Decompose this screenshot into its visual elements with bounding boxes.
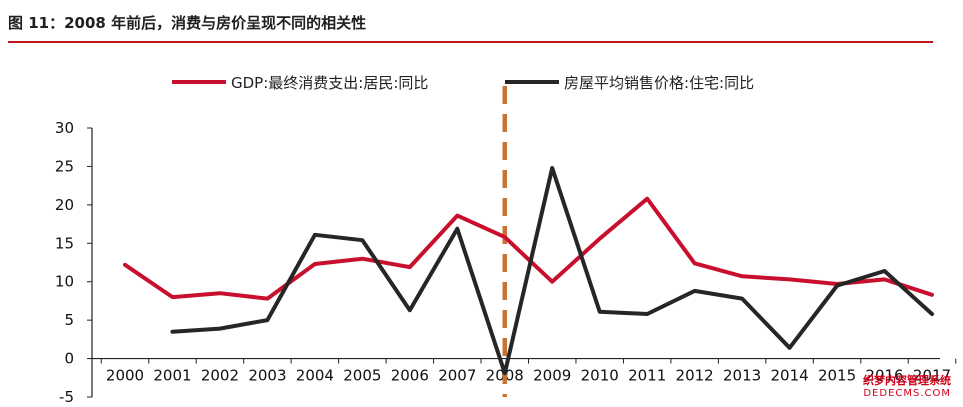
x-tick-label: 2003 bbox=[248, 367, 286, 385]
x-tick-label: 2015 bbox=[818, 367, 856, 385]
x-tick-label: 2013 bbox=[723, 367, 761, 385]
x-axis-ticks: 2000200120022003200420052006200720082009… bbox=[100, 358, 957, 385]
y-tick-label: 25 bbox=[55, 157, 74, 175]
series-lines bbox=[123, 166, 934, 376]
legend-consumption-label: GDP:最终消费支出:居民:同比 bbox=[231, 74, 428, 92]
figure-title: 图 11：2008 年前后，消费与房价呈现不同的相关性 bbox=[8, 14, 367, 32]
axes bbox=[91, 128, 940, 397]
title-rule bbox=[8, 41, 933, 43]
series-consumption bbox=[123, 196, 934, 301]
watermark-text: 织梦内容管理系统 bbox=[863, 374, 951, 387]
x-tick-label: 2017 bbox=[913, 367, 951, 385]
x-tick-label: 2007 bbox=[438, 367, 476, 385]
y-tick-label: 30 bbox=[55, 119, 74, 137]
y-tick-label: 15 bbox=[55, 234, 74, 252]
x-tick-label: 2012 bbox=[676, 367, 714, 385]
y-tick-label: 0 bbox=[64, 350, 74, 368]
x-tick-label: 2000 bbox=[106, 367, 144, 385]
x-tick-label: 2001 bbox=[153, 367, 191, 385]
x-tick-label: 2011 bbox=[628, 367, 666, 385]
x-tick-label: 2009 bbox=[533, 367, 571, 385]
x-tick-label: 2004 bbox=[296, 367, 334, 385]
x-tick-label: 2016 bbox=[865, 367, 903, 385]
y-tick-label: 20 bbox=[55, 196, 74, 214]
x-tick-label: 2014 bbox=[770, 367, 808, 385]
watermark-url: DEDECMS.COM bbox=[863, 388, 951, 399]
x-tick-label: 2005 bbox=[343, 367, 381, 385]
y-tick-label: 5 bbox=[64, 311, 74, 329]
legend-housing-label: 房屋平均销售价格:住宅:同比 bbox=[564, 74, 754, 92]
y-tick-label: -5 bbox=[59, 388, 74, 406]
y-tick-label: 10 bbox=[55, 273, 74, 291]
series-housing bbox=[170, 166, 934, 376]
x-tick-label: 2006 bbox=[391, 367, 429, 385]
line-housing bbox=[170, 166, 934, 376]
legend: GDP:最终消费支出:居民:同比 房屋平均销售价格:住宅:同比 bbox=[172, 74, 754, 92]
x-tick-label: 2010 bbox=[581, 367, 619, 385]
x-tick-label: 2002 bbox=[201, 367, 239, 385]
y-axis-ticks: -5 0 5 10 15 20 25 30 bbox=[55, 119, 92, 406]
line-consumption bbox=[123, 196, 934, 301]
